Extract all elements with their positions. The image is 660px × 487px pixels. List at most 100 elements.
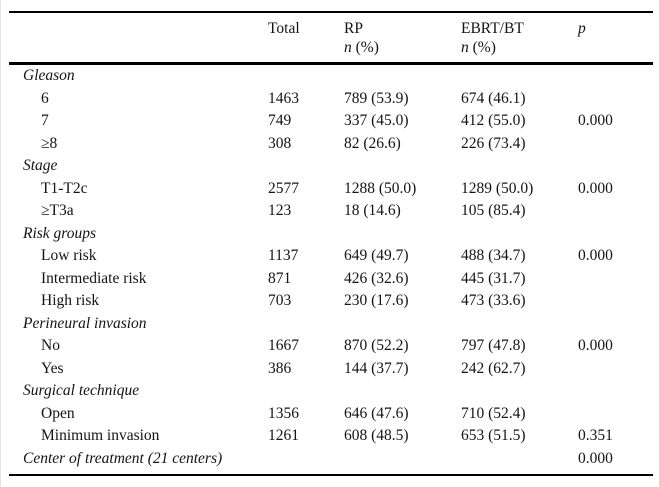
rp-value <box>344 313 461 336</box>
row-label: T1-T2c <box>41 179 88 197</box>
rp-value <box>344 448 461 476</box>
row-label: Yes <box>41 359 64 377</box>
row-label: No <box>41 337 60 354</box>
total-value: 1356 <box>268 404 299 422</box>
row-label: 6 <box>41 89 49 107</box>
table-row: Minimum invasion 1261 608 (48.5) 653 (51… <box>9 425 653 448</box>
p-value <box>578 133 653 156</box>
row-label: High risk <box>41 292 100 309</box>
table-row: T1-T2c 2577 1288 (50.0) 1289 (50.0) 0.00… <box>9 178 653 201</box>
row-label: Perineural invasion <box>23 314 147 332</box>
ebrt-bt-value <box>461 448 578 476</box>
table-row: Risk groups <box>9 223 653 246</box>
p-value <box>578 200 653 223</box>
row-label: Intermediate risk <box>41 269 147 287</box>
p-value <box>578 64 653 88</box>
ebrt-bt-value: 488 (34.7) <box>461 247 526 264</box>
p-value <box>578 358 653 381</box>
row-label: Open <box>41 404 75 422</box>
rp-value <box>344 155 461 178</box>
row-label: 7 <box>41 112 49 129</box>
header-total: Total <box>268 12 344 65</box>
rp-value: 789 (53.9) <box>344 89 409 107</box>
row-label: Surgical technique <box>23 382 140 399</box>
table-row: No 1667 870 (52.2) 797 (47.8) 0.000 <box>9 335 653 358</box>
p-value <box>578 155 653 178</box>
table-row: 7 749 337 (45.0) 412 (55.0) 0.000 <box>9 110 653 133</box>
p-value: 0.000 <box>578 112 613 129</box>
baseline-characteristics-table: Total RP n (%) EBRT/BT n (%) p Gleason <box>9 11 653 476</box>
total-value: 871 <box>268 269 292 287</box>
p-value <box>578 380 653 403</box>
total-value <box>268 64 344 88</box>
table-body: Gleason 6 1463 789 (53.9) 674 (46.1) 7 7… <box>9 64 653 476</box>
total-value <box>268 155 344 178</box>
total-value: 1137 <box>268 247 299 264</box>
p-value <box>578 290 653 313</box>
header-ebrt-bt-label: EBRT/BT <box>461 20 524 37</box>
rp-value: 144 (37.7) <box>344 359 409 377</box>
total-value <box>268 448 344 476</box>
ebrt-bt-value: 226 (73.4) <box>461 134 526 152</box>
p-value: 0.351 <box>578 427 613 444</box>
total-value: 2577 <box>268 179 299 197</box>
ebrt-bt-value <box>461 380 578 403</box>
header-rp-label: RP <box>344 20 363 37</box>
p-value: 0.000 <box>578 449 613 467</box>
table-row: Gleason <box>9 64 653 88</box>
ebrt-bt-value: 674 (46.1) <box>461 89 526 107</box>
rp-value: 870 (52.2) <box>344 337 409 354</box>
row-label: Low risk <box>41 247 97 264</box>
ebrt-bt-value: 445 (31.7) <box>461 269 526 287</box>
ebrt-bt-value <box>461 223 578 246</box>
header-empty-cell <box>9 12 268 65</box>
table-row: 6 1463 789 (53.9) 674 (46.1) <box>9 88 653 111</box>
rp-value: 337 (45.0) <box>344 112 409 129</box>
ebrt-bt-value: 710 (52.4) <box>461 404 526 422</box>
table-row: Perineural invasion <box>9 313 653 336</box>
ebrt-bt-value: 653 (51.5) <box>461 427 526 444</box>
header-p: p <box>578 12 653 65</box>
p-value <box>578 268 653 291</box>
ebrt-bt-value: 797 (47.8) <box>461 337 526 354</box>
row-label: Risk groups <box>23 224 97 242</box>
ebrt-bt-value: 473 (33.6) <box>461 292 526 309</box>
total-value: 749 <box>268 112 292 129</box>
table-row: Intermediate risk 871 426 (32.6) 445 (31… <box>9 268 653 291</box>
row-label: ≥T3a <box>41 202 74 219</box>
row-label: Stage <box>23 157 58 174</box>
rp-value: 649 (49.7) <box>344 247 409 264</box>
rp-value: 426 (32.6) <box>344 269 409 287</box>
header-ebrt-bt: EBRT/BT n (%) <box>461 12 578 65</box>
p-value <box>578 223 653 246</box>
header-total-label: Total <box>268 20 300 37</box>
p-value: 0.000 <box>578 337 613 354</box>
total-value: 308 <box>268 134 292 152</box>
ebrt-bt-value: 1289 (50.0) <box>461 179 534 197</box>
header-rp-subline: n (%) <box>344 39 379 56</box>
ebrt-bt-value: 412 (55.0) <box>461 112 526 129</box>
rp-value: 18 (14.6) <box>344 202 401 219</box>
total-value <box>268 380 344 403</box>
rp-value: 230 (17.6) <box>344 292 409 309</box>
ebrt-bt-value: 105 (85.4) <box>461 202 526 219</box>
total-value: 123 <box>268 202 292 219</box>
p-value <box>578 88 653 111</box>
table-row: Open 1356 646 (47.6) 710 (52.4) <box>9 403 653 426</box>
table-row: Yes 386 144 (37.7) 242 (62.7) <box>9 358 653 381</box>
total-value <box>268 223 344 246</box>
total-value <box>268 313 344 336</box>
row-label: Minimum invasion <box>41 427 160 444</box>
ebrt-bt-value <box>461 64 578 88</box>
table-row: Surgical technique <box>9 380 653 403</box>
p-value <box>578 313 653 336</box>
rp-value <box>344 380 461 403</box>
p-value: 0.000 <box>578 179 613 197</box>
rp-value: 608 (48.5) <box>344 427 409 444</box>
total-value: 703 <box>268 292 292 309</box>
p-value: 0.000 <box>578 247 613 264</box>
rp-value <box>344 64 461 88</box>
header-row: Total RP n (%) EBRT/BT n (%) p <box>9 12 653 65</box>
total-value: 1261 <box>268 427 299 444</box>
header-p-label: p <box>578 20 586 37</box>
